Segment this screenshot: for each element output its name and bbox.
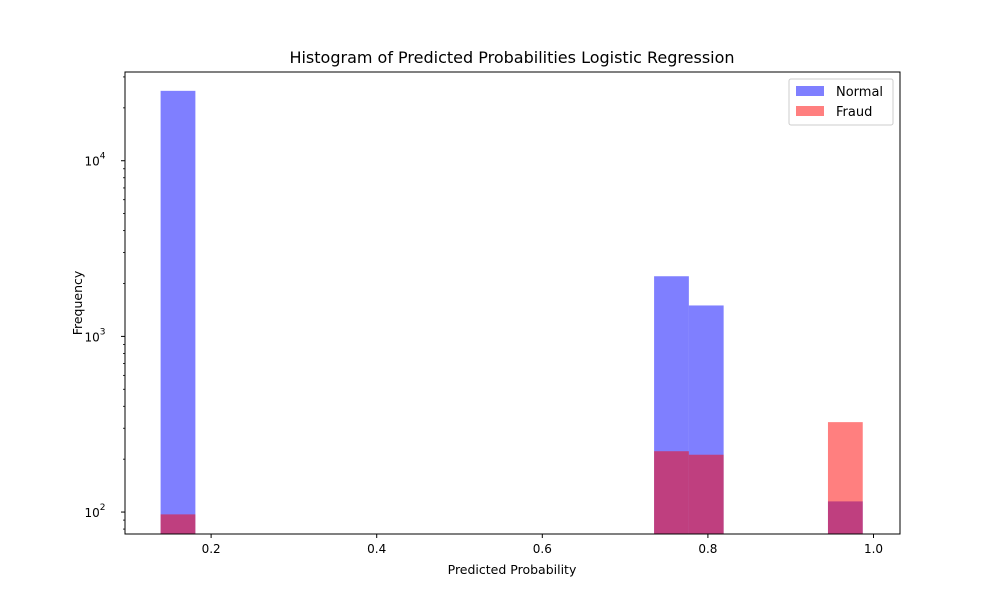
y-tick-label: 102: [84, 503, 105, 520]
x-axis-label: Predicted Probability: [448, 562, 577, 577]
bar-fraud-0: [160, 514, 196, 534]
x-tick-label: 0.2: [202, 542, 221, 556]
bar-fraud-3: [827, 422, 863, 534]
bar-fraud-1: [654, 451, 689, 534]
chart-title: Histogram of Predicted Probabilities Log…: [289, 48, 734, 67]
x-tick-label: 1.0: [864, 542, 883, 556]
legend-swatch-normal: [796, 86, 824, 96]
legend-label-normal: Normal: [836, 85, 883, 100]
y-axis-label: Frequency: [70, 270, 85, 335]
bar-fraud-2: [688, 454, 724, 534]
bar-normal-0: [160, 90, 196, 534]
y-tick-label: 104: [84, 152, 105, 169]
x-tick-label: 0.4: [367, 542, 386, 556]
y-tick-label: 103: [84, 327, 105, 344]
histogram-bars: [160, 90, 863, 534]
plot-frame: [124, 71, 901, 535]
legend-label-fraud: Fraud: [836, 105, 872, 120]
y-axis: 102 103 104: [84, 76, 125, 530]
x-tick-label: 0.6: [533, 542, 552, 556]
x-tick-label: 0.8: [698, 542, 717, 556]
x-axis: 0.2 0.4 0.6 0.8 1.0: [202, 534, 883, 556]
legend-swatch-fraud: [796, 106, 824, 116]
legend: Normal Fraud: [788, 78, 894, 126]
